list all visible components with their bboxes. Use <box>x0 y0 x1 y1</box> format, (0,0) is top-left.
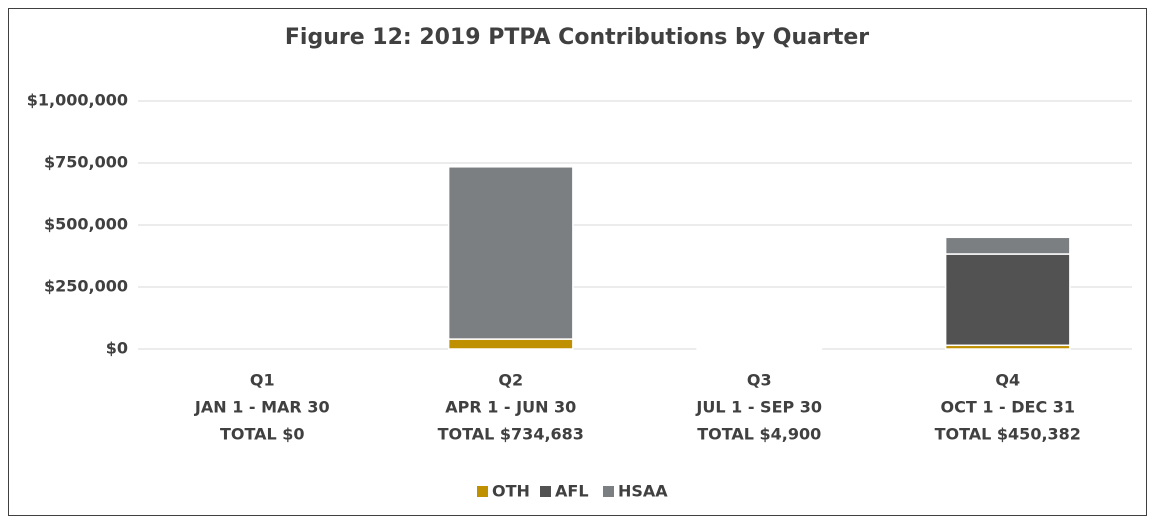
legend-swatch <box>603 486 614 497</box>
x-tick-label: OCT 1 - DEC 31 <box>940 398 1075 417</box>
legend-label: HSAA <box>618 482 668 501</box>
bar-segment <box>447 166 574 340</box>
x-tick-label: Q3 <box>747 371 772 390</box>
x-tick-label: Q4 <box>995 371 1020 390</box>
bar-segment <box>944 253 1071 347</box>
y-tick-label: $750,000 <box>44 153 128 172</box>
x-tick-label: APR 1 - JUN 30 <box>445 398 576 417</box>
legend-label: AFL <box>555 482 589 501</box>
chart-title: Figure 12: 2019 PTPA Contributions by Qu… <box>285 25 869 50</box>
bar-segment <box>447 338 574 350</box>
x-tick-label: Q1 <box>250 371 275 390</box>
x-tick-label: JUL 1 - SEP 30 <box>695 398 822 417</box>
y-tick-label: $250,000 <box>44 277 128 296</box>
x-tick-label: JAN 1 - MAR 30 <box>194 398 330 417</box>
x-tick-label: TOTAL $450,382 <box>935 425 1081 444</box>
legend-label: OTH <box>492 482 530 501</box>
x-tick-label: TOTAL $734,683 <box>438 425 584 444</box>
bar-segment <box>944 236 1071 255</box>
y-tick-label: $0 <box>106 339 128 358</box>
legend-swatch <box>477 486 488 497</box>
x-tick-label: TOTAL $4,900 <box>697 425 821 444</box>
y-tick-label: $500,000 <box>44 215 128 234</box>
legend-swatch <box>540 486 551 497</box>
x-tick-label: Q2 <box>498 371 523 390</box>
bar-segment <box>696 347 823 350</box>
y-tick-label: $1,000,000 <box>27 91 128 110</box>
x-tick-label: TOTAL $0 <box>220 425 305 444</box>
